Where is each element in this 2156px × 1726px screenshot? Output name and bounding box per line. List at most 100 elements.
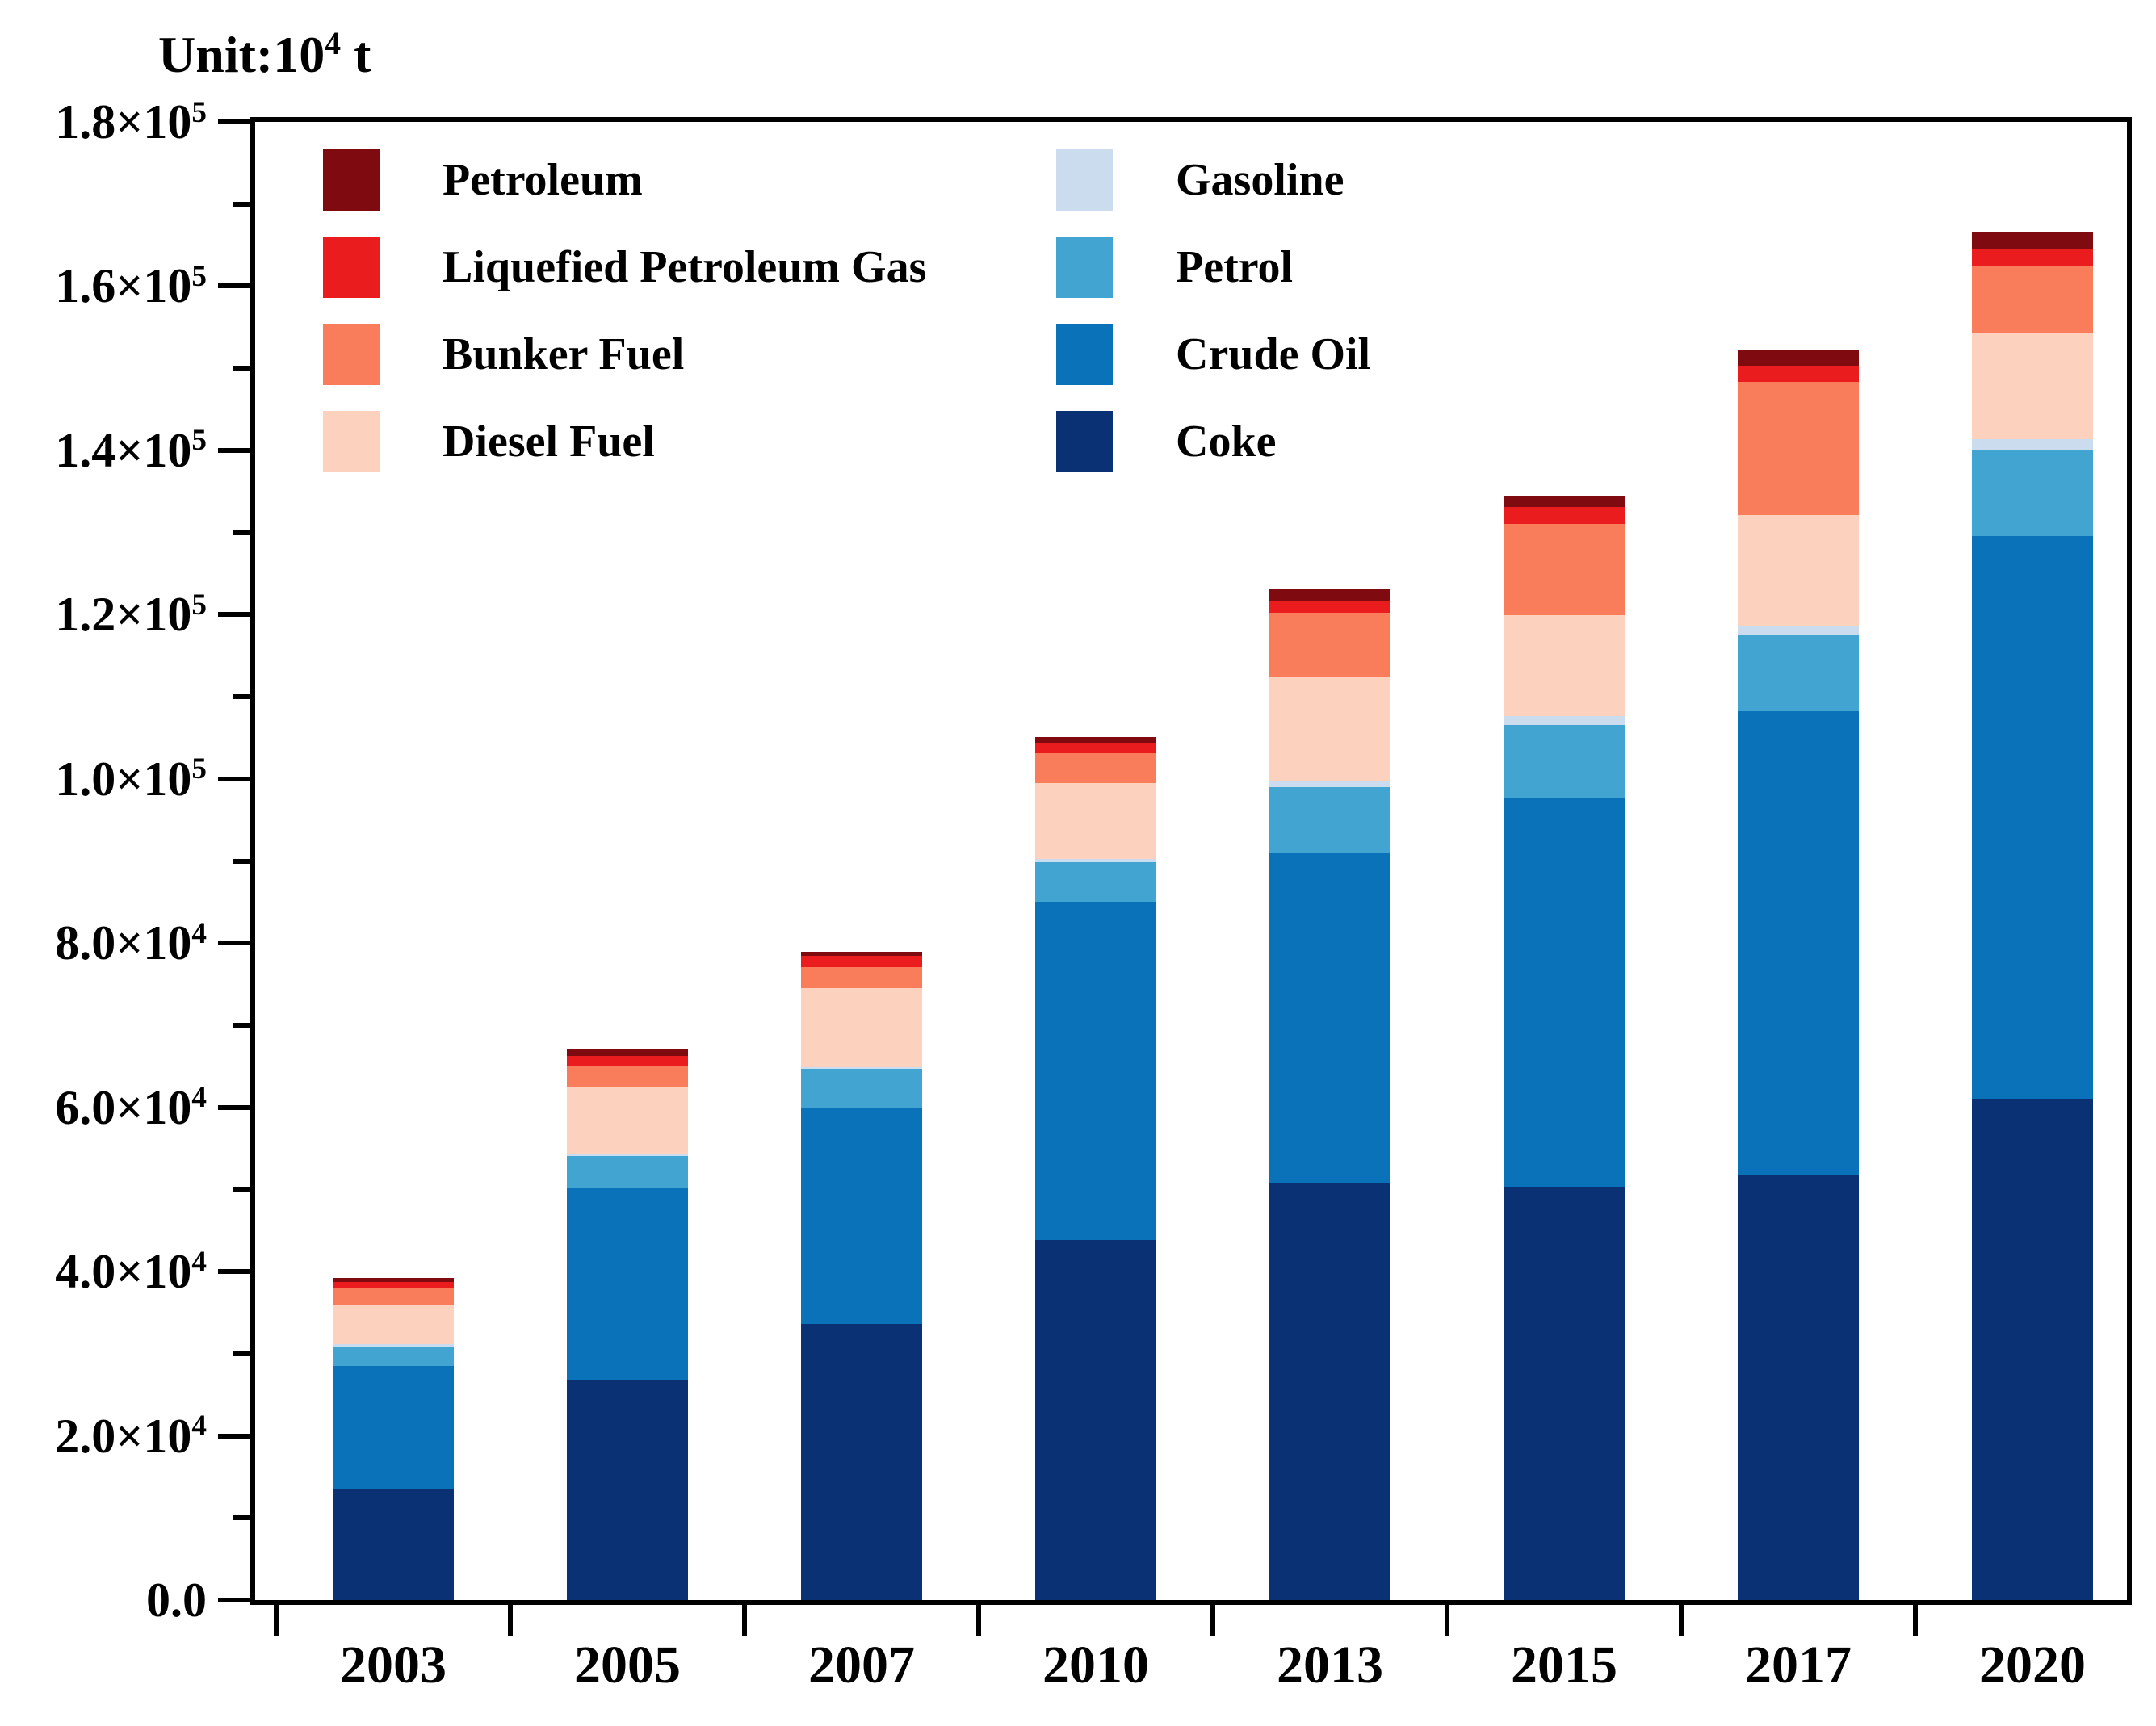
x-tick [274,1605,279,1636]
bar-segment-liquefied-petroleum-gas-2015 [1504,507,1625,525]
bar-segment-liquefied-petroleum-gas-2003 [333,1282,454,1289]
y-tick-label-exponent: 5 [191,259,207,293]
bar-segment-gasoline-2003 [333,1343,454,1347]
bar-segment-petroleum-2005 [567,1049,688,1056]
x-tick-label: 2005 [574,1636,681,1695]
y-major-tick [218,1598,250,1602]
bar-segment-gasoline-2007 [801,1066,922,1069]
y-tick-label-exponent: 4 [191,1081,207,1115]
bar-segment-petroleum-2013 [1269,589,1390,601]
y-tick-label: 1.8×105 [0,95,207,149]
chart-title-prefix: Unit:10 [158,26,325,83]
y-tick-label-mantissa: 8.0×10 [55,916,192,970]
bar-segment-coke-2007 [801,1324,922,1600]
bar-segment-petrol-2020 [1972,450,2093,536]
y-minor-tick [233,1351,250,1356]
y-tick-label: 1.0×105 [0,752,207,806]
chart-title-suffix: t [341,26,371,83]
legend-swatch-bunker-fuel [323,324,380,385]
y-major-tick [218,447,250,453]
legend-label-diesel-fuel: Diesel Fuel [443,417,655,467]
y-minor-tick [233,1187,250,1192]
bar-segment-bunker-fuel-2010 [1035,753,1156,783]
bar-segment-petrol-2007 [801,1068,922,1108]
y-tick-label-exponent: 4 [191,1410,207,1443]
y-tick-label: 2.0×104 [0,1410,207,1460]
x-tick-label: 2013 [1277,1636,1383,1695]
x-tick-label: 2020 [1979,1636,2086,1695]
x-tick-label: 2003 [340,1636,447,1695]
y-tick-label: 1.4×105 [0,423,207,477]
legend-swatch-crude-oil [1056,324,1113,385]
bar-segment-diesel-fuel-2005 [567,1087,688,1154]
bar-segment-petrol-2013 [1269,786,1390,854]
bar-segment-petrol-2010 [1035,861,1156,903]
bar-segment-gasoline-2015 [1504,716,1625,725]
bar-segment-petrol-2005 [567,1155,688,1188]
legend-swatch-gasoline [1056,149,1113,211]
bar-segment-liquefied-petroleum-gas-2005 [567,1055,688,1066]
y-tick-label-mantissa: 1.2×10 [55,588,192,642]
y-tick-label-exponent: 5 [191,424,207,458]
x-tick-label: 2015 [1511,1636,1617,1695]
bar-segment-petroleum-2010 [1035,736,1156,743]
x-tick [1679,1605,1684,1636]
y-tick-label-mantissa: 1.0×10 [55,752,192,806]
y-tick-label: 1.6×105 [0,259,207,311]
y-minor-tick [233,694,250,700]
bar-segment-gasoline-2017 [1738,625,1859,635]
y-tick-label: 8.0×104 [0,916,207,970]
bar-segment-diesel-fuel-2007 [801,988,922,1067]
x-tick-label: 2017 [1745,1636,1852,1695]
bar-segment-bunker-fuel-2015 [1504,524,1625,616]
legend-label-petrol: Petrol [1176,242,1294,292]
bar-segment-petrol-2003 [333,1347,454,1367]
legend-label-gasoline: Gasoline [1176,155,1344,205]
x-tick-label: 2010 [1042,1636,1149,1695]
bar-segment-diesel-fuel-2010 [1035,782,1156,860]
bar-segment-crude-oil-2010 [1035,902,1156,1241]
legend-swatch-coke [1056,411,1113,472]
y-minor-tick [233,1022,250,1028]
bar-segment-diesel-fuel-2015 [1504,615,1625,717]
y-tick-label-mantissa: 1.4×10 [55,423,192,477]
bar-segment-petrol-2017 [1738,635,1859,712]
y-tick-label-exponent: 5 [191,588,207,622]
bar-segment-diesel-fuel-2020 [1972,333,2093,439]
bar-segment-petroleum-2007 [801,952,922,957]
bar-segment-diesel-fuel-2017 [1738,515,1859,626]
y-tick-label-mantissa: 0.0 [146,1573,207,1627]
x-tick [1913,1605,1918,1636]
y-tick-label-mantissa: 1.8×10 [55,95,192,149]
legend-label-coke: Coke [1176,417,1277,467]
chart-title: Unit:104 t [158,26,371,83]
y-major-tick [218,283,250,289]
bar-segment-petroleum-2003 [333,1278,454,1283]
bar-segment-liquefied-petroleum-gas-2010 [1035,743,1156,754]
bar-segment-gasoline-2020 [1972,438,2093,450]
bar-segment-gasoline-2013 [1269,780,1390,787]
y-tick-label: 1.2×105 [0,590,207,639]
y-tick-label-exponent: 4 [191,1245,207,1279]
legend-swatch-petrol [1056,237,1113,298]
bar-segment-diesel-fuel-2013 [1269,676,1390,781]
y-tick-label-mantissa: 4.0×10 [55,1245,192,1299]
y-major-tick [218,941,250,946]
legend-label-liquefied-petroleum-gas: Liquefied Petroleum Gas [443,242,927,292]
bar-segment-liquefied-petroleum-gas-2017 [1738,366,1859,383]
bar-segment-diesel-fuel-2003 [333,1305,454,1344]
bar-segment-liquefied-petroleum-gas-2007 [801,956,922,967]
chart-title-exponent: 4 [325,26,342,62]
y-major-tick [218,776,250,781]
bar-segment-coke-2010 [1035,1240,1156,1600]
legend-swatch-petroleum [323,149,380,211]
legend-swatch-diesel-fuel [323,411,380,472]
bar-segment-crude-oil-2013 [1269,853,1390,1183]
x-tick [976,1605,981,1636]
bar-segment-crude-oil-2015 [1504,798,1625,1188]
bar-segment-coke-2020 [1972,1099,2093,1600]
bar-segment-bunker-fuel-2020 [1972,266,2093,333]
y-tick-label: 4.0×104 [0,1245,207,1299]
y-major-tick [218,1269,250,1275]
